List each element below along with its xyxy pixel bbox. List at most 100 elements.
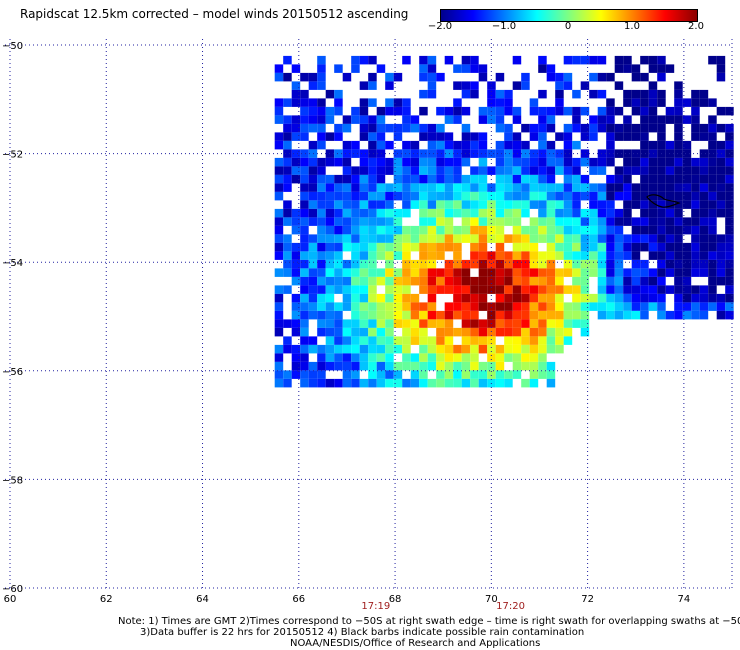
swath-cell [283, 370, 292, 379]
swath-cell [597, 242, 607, 252]
swath-cell [648, 225, 658, 235]
swath-cell [572, 183, 581, 192]
swath-cell [385, 370, 394, 379]
swath-cell [716, 64, 726, 73]
swath-cell [682, 242, 692, 252]
swath-cell [708, 234, 717, 243]
swath-cell [716, 183, 726, 192]
swath-cell [606, 217, 615, 226]
swath-cell [716, 276, 726, 286]
swath-cell [597, 234, 607, 243]
swath-cell [291, 276, 301, 286]
swath-cell [555, 293, 564, 303]
swath-cell [393, 336, 403, 345]
swath-cell [351, 268, 360, 277]
swath-cell [555, 166, 564, 175]
swath-cell [674, 140, 683, 150]
swath-cell [376, 344, 386, 354]
swath-cell [529, 251, 539, 260]
swath-cell [444, 183, 454, 192]
swath-cell [470, 285, 479, 294]
swath-cell [419, 370, 428, 379]
swath-cell [674, 157, 683, 167]
swath-cell [470, 200, 479, 209]
swath-cell [529, 310, 539, 320]
swath-cell [436, 353, 445, 362]
swath-cell [334, 259, 343, 269]
swath-cell [623, 276, 632, 286]
swath-cell [623, 98, 632, 107]
swath-cell [376, 268, 386, 277]
swath-cell [657, 259, 666, 269]
swath-cell [708, 174, 717, 184]
swath-cell [512, 115, 522, 124]
swath-cell [546, 319, 556, 328]
swath-cell [512, 293, 522, 303]
swath-cell [342, 259, 352, 269]
swath-cell [385, 123, 394, 133]
swath-cell [614, 268, 624, 277]
swath-cell [708, 208, 717, 218]
swath-cell [546, 149, 556, 158]
swath-cell [436, 276, 445, 286]
swath-cell [393, 225, 403, 235]
swath-cell [461, 302, 471, 311]
swath-cell [589, 115, 598, 124]
swath-cell [563, 81, 573, 90]
swath-cell [376, 319, 386, 328]
swath-cell [538, 106, 547, 116]
swath-cell [640, 166, 649, 175]
swath-cell [487, 353, 496, 362]
swath-cell [597, 293, 607, 303]
swath-cell [572, 259, 581, 269]
swath-cell [300, 378, 309, 388]
swath-cell [623, 132, 632, 141]
swath-cell [648, 140, 658, 150]
swath-cell [555, 234, 564, 243]
swath-cell [393, 208, 403, 218]
swath-cell [444, 140, 454, 150]
swath-cell [402, 140, 411, 150]
swath-cell [631, 132, 641, 141]
plot-title: Rapidscat 12.5km corrected – model winds… [20, 7, 409, 21]
swath-cell [402, 242, 411, 252]
swath-cell [410, 183, 420, 192]
swath-cell [623, 293, 632, 303]
swath-cell [691, 302, 700, 311]
swath-cell [376, 361, 386, 371]
swath-cell [334, 174, 343, 184]
swath-cell [359, 336, 369, 345]
swath-cell [453, 293, 462, 303]
longitude-tick-label: 68 [389, 594, 402, 605]
swath-cell [461, 285, 471, 294]
swath-cell [699, 302, 709, 311]
swath-cell [461, 234, 471, 243]
swath-cell [308, 378, 318, 388]
swath-cell [325, 132, 335, 141]
swath-cell [631, 72, 641, 82]
swath-cell [419, 123, 428, 133]
swath-cell [708, 115, 717, 124]
swath-cell [563, 200, 573, 209]
swath-cell [376, 310, 386, 320]
swath-cell [674, 183, 683, 192]
swath-cell [648, 217, 658, 226]
swath-cell [300, 336, 309, 345]
swath-cell [470, 64, 479, 73]
swath-cell [351, 191, 360, 201]
swath-cell [325, 344, 335, 354]
swath-cell [597, 268, 607, 277]
swath-cell [674, 149, 683, 158]
swath-cell [274, 140, 284, 150]
swath-cell [308, 157, 318, 167]
swath-cell [665, 191, 675, 201]
swath-cell [648, 208, 658, 218]
swath-cell [580, 225, 590, 235]
swath-cell [665, 64, 675, 73]
swath-cell [291, 353, 301, 362]
swath-cell [461, 132, 471, 141]
swath-cell [682, 268, 692, 277]
swath-cell [691, 242, 700, 252]
swath-cell [283, 98, 292, 107]
swath-cell [419, 217, 428, 226]
